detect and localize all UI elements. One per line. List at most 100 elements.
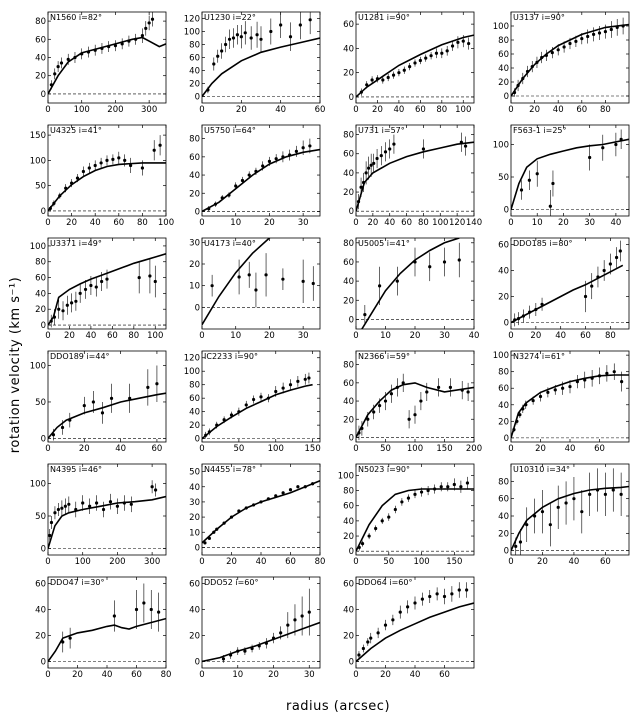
data-point	[227, 37, 232, 41]
x-tick-label: 300	[144, 557, 160, 567]
data-point	[57, 307, 61, 311]
model-curve	[48, 392, 166, 439]
data-point	[446, 485, 450, 489]
data-point	[99, 161, 103, 165]
model-curve	[202, 238, 271, 326]
data-point	[134, 37, 138, 41]
x-tick-label: 200	[466, 444, 482, 454]
y-tick-label: 80	[189, 135, 200, 145]
y-tick-label: 60	[343, 20, 354, 30]
data-point	[360, 542, 365, 546]
data-point	[254, 288, 258, 292]
data-point	[588, 492, 592, 496]
y-tick-label: 40	[189, 408, 200, 418]
x-tick-label: 60	[580, 331, 591, 341]
data-point	[583, 378, 587, 382]
y-tick-label: 100	[30, 156, 46, 166]
data-point	[215, 527, 219, 531]
x-tick-label: 20	[537, 557, 548, 567]
data-point	[240, 178, 245, 183]
y-tick-label: 0	[41, 545, 46, 555]
y-tick-label: 60	[343, 502, 354, 512]
data-point	[561, 386, 565, 390]
panel-title: N1560 i=82°	[50, 13, 102, 22]
data-point	[51, 433, 56, 437]
data-point	[618, 249, 622, 253]
x-tick-label: 100	[158, 218, 174, 228]
data-point	[109, 396, 114, 400]
y-tick-label: 0	[195, 435, 200, 445]
data-point	[370, 78, 374, 82]
data-point	[53, 511, 57, 515]
data-point	[212, 530, 216, 534]
data-point	[369, 636, 373, 640]
data-point	[442, 260, 447, 264]
panel-data	[356, 373, 474, 441]
data-point	[553, 388, 557, 392]
x-tick-label: 0	[45, 105, 50, 115]
y-tick-label: 120	[184, 354, 200, 364]
data-point	[52, 315, 57, 319]
data-point	[67, 502, 71, 506]
x-tick-label: 60	[600, 557, 611, 567]
data-point	[429, 54, 433, 58]
data-point	[93, 48, 97, 52]
data-point	[288, 153, 292, 157]
panel-title: U10310 i=34°	[513, 465, 570, 474]
y-tick-label: 20	[189, 632, 200, 642]
x-tick-label: 0	[45, 557, 50, 567]
data-point	[243, 649, 247, 653]
data-point	[144, 26, 148, 30]
panel-title: N3274 i=61°	[513, 352, 565, 361]
data-point	[222, 418, 226, 422]
y-tick-label: 60	[189, 54, 200, 64]
data-point	[556, 48, 560, 52]
y-tick-label: 20	[498, 529, 509, 539]
y-tick-label: 50	[35, 512, 46, 522]
data-point	[252, 397, 256, 402]
data-point	[406, 496, 411, 500]
x-axis-label: radius (arcsec)	[286, 699, 390, 714]
data-point	[603, 30, 608, 34]
y-tick-label: 40	[343, 44, 354, 54]
x-tick-label: 0	[508, 557, 513, 567]
data-point	[381, 78, 385, 82]
data-point	[137, 275, 141, 280]
data-point	[111, 157, 115, 161]
data-point	[142, 601, 146, 605]
data-point	[220, 196, 224, 200]
data-point	[65, 303, 69, 307]
data-point	[48, 533, 52, 538]
panel-title: DDO47 i=30°	[50, 578, 104, 587]
panel-data	[356, 476, 474, 552]
x-tick-label: 60	[439, 670, 450, 680]
rotation-curve-panel: N5023 i=90° 0 50 100 150 0 20 40 60 80 100	[338, 463, 475, 567]
data-point	[150, 17, 155, 21]
data-point	[516, 83, 520, 88]
y-tick-label: 20	[189, 513, 200, 523]
data-point	[378, 284, 382, 288]
x-tick-label: 20	[268, 670, 279, 680]
x-tick-label: 40	[569, 557, 580, 567]
data-point	[259, 37, 263, 41]
x-tick-label: 150	[305, 444, 321, 454]
data-point	[259, 500, 263, 504]
y-tick-label: 0	[195, 93, 200, 103]
data-point	[408, 65, 412, 69]
data-point	[61, 640, 65, 644]
data-point	[252, 503, 256, 507]
x-tick-label: 60	[401, 218, 412, 228]
panel-title: U3137 i=90°	[513, 13, 565, 22]
x-tick-label: 140	[466, 218, 482, 228]
data-point	[524, 403, 528, 407]
data-point	[60, 506, 64, 510]
data-point	[271, 636, 276, 640]
data-point	[612, 370, 616, 374]
panel-data	[48, 365, 166, 441]
data-point	[129, 163, 133, 168]
data-point	[367, 166, 371, 170]
data-point	[203, 541, 207, 545]
data-point	[535, 60, 539, 64]
data-point	[445, 49, 449, 53]
